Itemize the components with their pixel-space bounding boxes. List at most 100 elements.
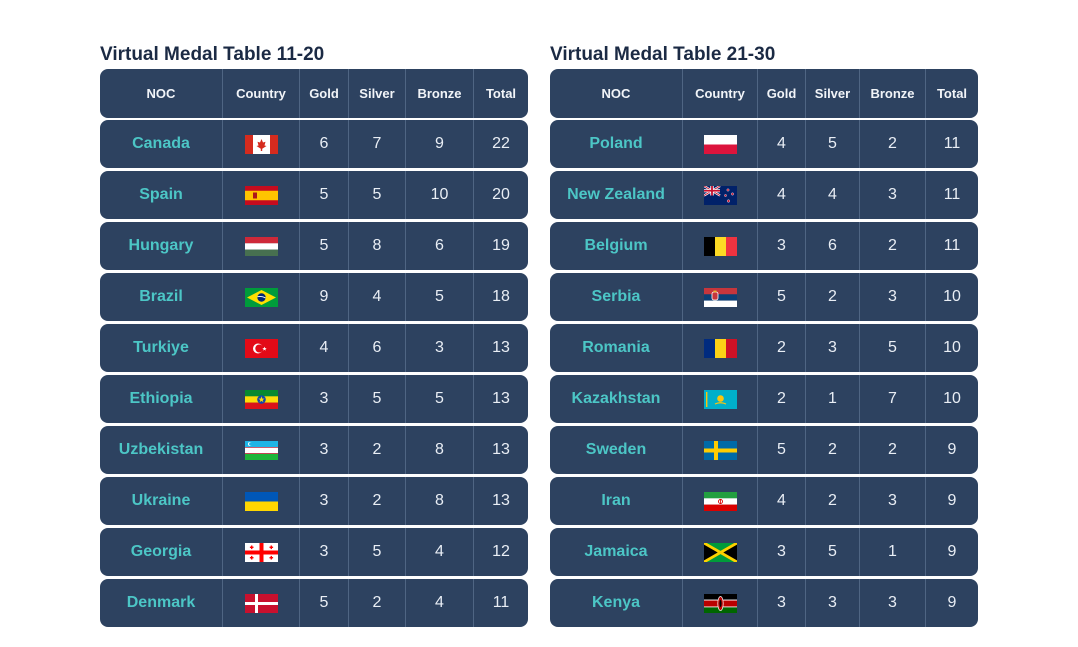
- country-cell: [683, 120, 758, 168]
- table-row: Uzbekistan 3 2 8 13: [100, 426, 528, 474]
- bronze-count: 4: [406, 528, 474, 576]
- gold-count: 5: [758, 273, 806, 321]
- turkiye-flag: [244, 338, 278, 358]
- noc-name: Hungary: [100, 222, 223, 270]
- noc-name: Denmark: [100, 579, 223, 627]
- total-count: 11: [943, 135, 961, 152]
- silver-count: 7: [349, 120, 406, 168]
- bronze-count: 5: [860, 324, 926, 372]
- table-row: Georgia 3 5 4 12: [100, 528, 528, 576]
- table-title: Virtual Medal Table 21-30: [550, 44, 776, 65]
- bronze-count: 9: [406, 120, 474, 168]
- silver-count: 2: [349, 579, 406, 627]
- total-count: 11: [492, 594, 510, 611]
- denmark-flag: [244, 593, 278, 613]
- country-cell: [683, 528, 758, 576]
- bronze-count: 4: [406, 579, 474, 627]
- noc-name: Ukraine: [100, 477, 223, 525]
- noc-name: Spain: [100, 171, 223, 219]
- bronze-count: 3: [406, 324, 474, 372]
- serbia-flag: [703, 287, 737, 307]
- table-row: Iran 4 2 3 9: [550, 477, 978, 525]
- jamaica-flag: [703, 542, 737, 562]
- total-count: 13: [492, 390, 510, 407]
- silver-count: 2: [806, 426, 860, 474]
- table-row: Kenya 3 3 3 9: [550, 579, 978, 627]
- noc-name: Uzbekistan: [100, 426, 223, 474]
- table-row: Turkiye 4 6 3 13: [100, 324, 528, 372]
- country-cell: [683, 324, 758, 372]
- header-total: Total: [936, 86, 968, 101]
- country-cell: [223, 324, 300, 372]
- bronze-count: 8: [406, 477, 474, 525]
- bronze-count: 1: [860, 528, 926, 576]
- table-row: Romania 2 3 5 10: [550, 324, 978, 372]
- silver-count: 6: [806, 222, 860, 270]
- bronze-count: 10: [406, 171, 474, 219]
- medal-table: NOC Country Gold Silver Bronze Total Can…: [100, 69, 528, 627]
- silver-count: 2: [806, 477, 860, 525]
- silver-count: 3: [806, 579, 860, 627]
- noc-name: New Zealand: [550, 171, 683, 219]
- country-cell: [223, 579, 300, 627]
- hungary-flag: [244, 236, 278, 256]
- table-row: Spain 5 5 10 20: [100, 171, 528, 219]
- table-row: Poland 4 5 2 11: [550, 120, 978, 168]
- country-cell: [223, 426, 300, 474]
- country-cell: [683, 375, 758, 423]
- header-noc: NOC: [100, 69, 223, 118]
- table-row: Hungary 5 8 6 19: [100, 222, 528, 270]
- country-cell: [683, 477, 758, 525]
- silver-count: 5: [806, 528, 860, 576]
- gold-count: 5: [300, 171, 349, 219]
- country-cell: [223, 528, 300, 576]
- table-row: Ukraine 3 2 8 13: [100, 477, 528, 525]
- silver-count: 2: [349, 426, 406, 474]
- spain-flag: [244, 185, 278, 205]
- table-row: New Zealand 4 4 3 11: [550, 171, 978, 219]
- canada-flag: [244, 134, 278, 154]
- ukraine-flag: [244, 491, 278, 511]
- country-cell: [683, 579, 758, 627]
- header-bronze: Bronze: [860, 69, 926, 118]
- country-cell: [683, 273, 758, 321]
- noc-name: Ethiopia: [100, 375, 223, 423]
- sweden-flag: [703, 440, 737, 460]
- bronze-count: 5: [406, 273, 474, 321]
- medal-table: NOC Country Gold Silver Bronze Total Pol…: [550, 69, 978, 627]
- gold-count: 3: [758, 579, 806, 627]
- total-count: 13: [492, 339, 510, 356]
- header-silver: Silver: [349, 69, 406, 118]
- total-count: 11: [943, 186, 961, 203]
- silver-count: 5: [349, 375, 406, 423]
- gold-count: 4: [758, 477, 806, 525]
- header-bronze: Bronze: [406, 69, 474, 118]
- silver-count: 5: [349, 171, 406, 219]
- noc-name: Serbia: [550, 273, 683, 321]
- bronze-count: 3: [860, 579, 926, 627]
- silver-count: 4: [806, 171, 860, 219]
- silver-count: 2: [806, 273, 860, 321]
- uzbekistan-flag: [244, 440, 278, 460]
- silver-count: 5: [349, 528, 406, 576]
- silver-count: 4: [349, 273, 406, 321]
- bronze-count: 7: [860, 375, 926, 423]
- gold-count: 5: [300, 222, 349, 270]
- gold-count: 2: [758, 375, 806, 423]
- table-row: Canada 6 7 9 22: [100, 120, 528, 168]
- gold-count: 3: [300, 477, 349, 525]
- poland-flag: [703, 134, 737, 154]
- silver-count: 2: [349, 477, 406, 525]
- gold-count: 9: [300, 273, 349, 321]
- total-count: 10: [943, 390, 961, 407]
- bronze-count: 5: [406, 375, 474, 423]
- country-cell: [683, 171, 758, 219]
- noc-name: Kenya: [550, 579, 683, 627]
- iran-flag: [703, 491, 737, 511]
- silver-count: 1: [806, 375, 860, 423]
- country-cell: [683, 222, 758, 270]
- noc-name: Jamaica: [550, 528, 683, 576]
- bronze-count: 3: [860, 273, 926, 321]
- medal-table-21-30: Virtual Medal Table 21-30 NOC Country Go…: [550, 42, 978, 630]
- noc-name: Belgium: [550, 222, 683, 270]
